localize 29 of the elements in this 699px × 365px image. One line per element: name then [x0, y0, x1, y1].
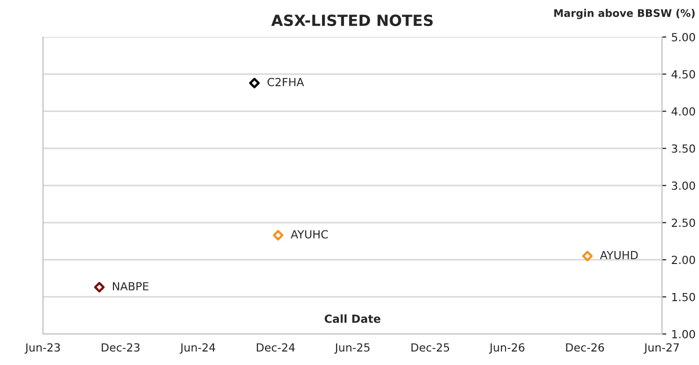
y-tick-label: 2.00 [672, 256, 696, 264]
x-axis-title: Call Date [324, 314, 380, 323]
point [94, 282, 105, 292]
y-axis-title: Margin above BBSW (%) [554, 8, 695, 20]
x-tick-label: Dec-24 [256, 343, 295, 352]
x-tick-label: Jun-25 [334, 343, 370, 354]
y-tick-label: 3.00 [672, 181, 696, 190]
x-tick-label: Jun-26 [489, 343, 524, 354]
y-tick-label: 2.50 [672, 218, 696, 228]
y-tick-label: 5.00 [672, 32, 696, 42]
point [582, 250, 593, 262]
chart-title: ASX-LISTED NOTES [271, 14, 433, 26]
y-tick-label: 1.50 [672, 292, 696, 302]
x-tick-label: Jun-23 [24, 343, 60, 354]
series-label: C2FHA [268, 78, 304, 86]
y-tick-label: 4.50 [672, 70, 696, 79]
y-tick-label: 1.00 [672, 330, 696, 338]
series-label: AYUHD [600, 251, 638, 260]
y-tick-label: 3.50 [672, 144, 696, 153]
point [272, 230, 284, 241]
x-tick-label: Jun-27 [644, 343, 679, 354]
x-tick-label: Dec-25 [412, 343, 450, 352]
series-label: AYUHC [290, 230, 328, 238]
x-tick-label: Dec-23 [102, 343, 140, 352]
point [249, 78, 260, 88]
x-tick-label: Dec-26 [566, 343, 604, 352]
series-label: NABPE [112, 282, 148, 290]
y-tick-label: 4.00 [672, 107, 696, 116]
x-tick-label: Jun-24 [180, 343, 216, 354]
